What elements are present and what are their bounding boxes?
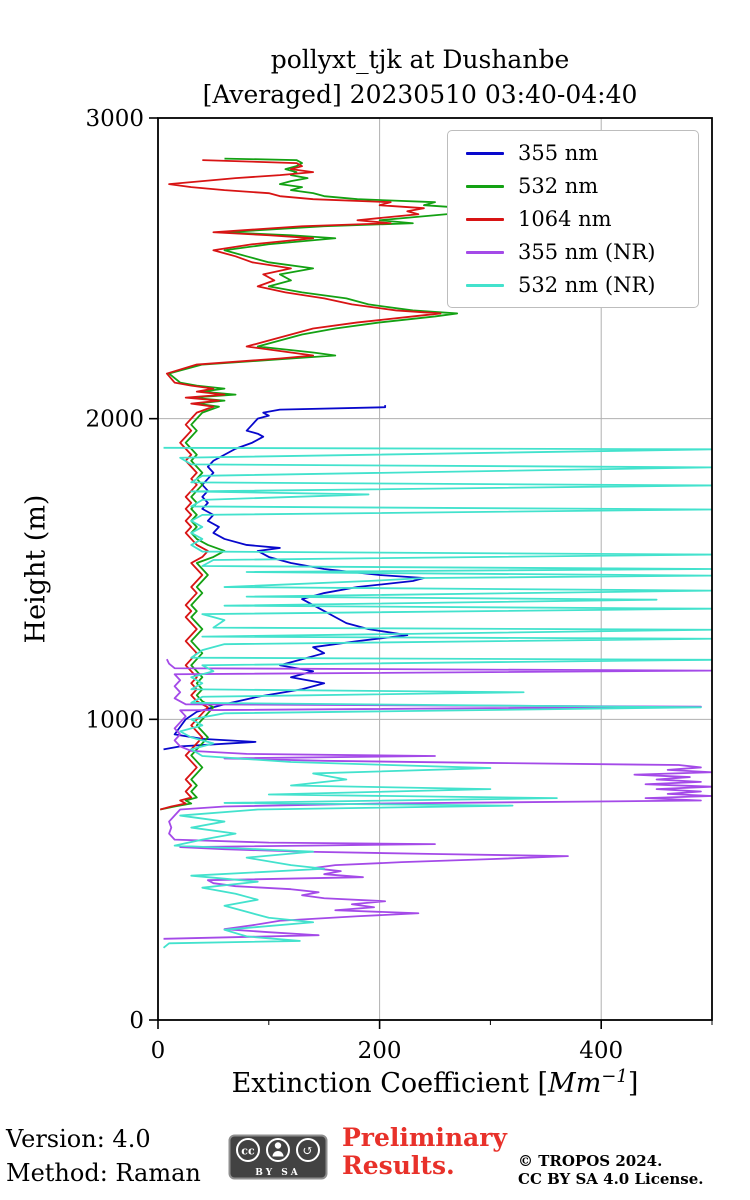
- preliminary-line1: Preliminary: [342, 1123, 507, 1152]
- by-person-icon: [266, 1138, 290, 1162]
- legend-swatch-355-nm-nr: [466, 250, 504, 254]
- legend-swatch-532-nm: [466, 184, 504, 188]
- badge-caption: BY SA: [255, 1168, 301, 1178]
- copyright-line2: CC BY SA 4.0 License.: [518, 1170, 704, 1188]
- chart-title-line1: pollyxt_tjk at Dushanbe: [270, 45, 570, 74]
- legend-swatch-355-nm: [466, 151, 504, 155]
- by-person-body: [272, 1151, 284, 1157]
- cc-icon: [236, 1138, 260, 1162]
- svg-text:3000: 3000: [85, 106, 144, 132]
- legend-label-355-nm-nr: 355 nm (NR): [518, 240, 656, 264]
- svg-text:2000: 2000: [85, 407, 144, 433]
- legend-label-355-nm: 355 nm: [518, 141, 599, 165]
- legend-label-1064-nm: 1064 nm: [518, 207, 612, 231]
- method-text: Method: Raman: [6, 1159, 201, 1187]
- preliminary-note: Preliminary Results.: [342, 1124, 507, 1180]
- footer-info: Version: 4.0 Method: Raman: [6, 1122, 201, 1190]
- badge-background: [228, 1134, 328, 1180]
- svg-text:400: 400: [579, 1038, 623, 1064]
- chart-title-line2: [Averaged] 20230510 03:40-04:40: [202, 80, 638, 109]
- x-axis-label-exponent: −1: [601, 1066, 628, 1087]
- y-axis-label: Height (m): [20, 494, 52, 644]
- legend-item-532-nm-nr: 532 nm (NR): [466, 273, 698, 297]
- svg-text:200: 200: [358, 1038, 402, 1064]
- series-lines: [159, 157, 712, 949]
- x-axis-label: Extinction Coefficient [Mm−1]: [158, 1066, 712, 1099]
- series-line-1064-nm: [159, 159, 442, 811]
- legend-swatch-532-nm-nr: [466, 283, 504, 287]
- legend-label-532-nm-nr: 532 nm (NR): [518, 273, 656, 297]
- svg-text:0: 0: [129, 1008, 144, 1034]
- legend-label-532-nm: 532 nm: [518, 174, 599, 198]
- by-person-head: [274, 1142, 282, 1149]
- series-line-532-nm: [160, 157, 492, 811]
- legend: 355 nm 532 nm 1064 nm 355 nm (NR) 532 nm (NR…: [447, 130, 699, 308]
- svg-text:1000: 1000: [85, 707, 144, 733]
- legend-swatch-1064-nm: [466, 217, 504, 221]
- svg-text:0: 0: [151, 1038, 166, 1064]
- copyright-line1: © TROPOS 2024.: [518, 1152, 663, 1170]
- x-axis-label-prefix: Extinction Coefficient [: [231, 1068, 549, 1099]
- tick-labels: 0 200 400 0 1000 2000 3000: [85, 106, 623, 1064]
- version-text: Version: 4.0: [6, 1125, 151, 1153]
- sa-arrow-icon: [296, 1138, 320, 1162]
- cc-icon-text: cc: [241, 1145, 255, 1158]
- legend-item-532-nm: 532 nm: [466, 174, 698, 198]
- copyright-note: © TROPOS 2024. CC BY SA 4.0 License.: [518, 1152, 704, 1188]
- legend-item-355-nm: 355 nm: [466, 141, 698, 165]
- preliminary-line2: Results.: [342, 1151, 455, 1180]
- legend-item-355-nm-nr: 355 nm (NR): [466, 240, 698, 264]
- sa-arrow-glyph: ↺: [303, 1144, 314, 1159]
- plot-border: [157, 117, 713, 1021]
- axis-ticks: [149, 117, 713, 1029]
- cc-by-sa-badge-icon: cc ↺ BY SA: [228, 1134, 328, 1180]
- chart-title: pollyxt_tjk at Dushanbe [Averaged] 20230…: [120, 42, 720, 112]
- series-line-532-nm-nr: [162, 446, 712, 949]
- legend-item-1064-nm: 1064 nm: [466, 207, 698, 231]
- x-axis-label-unit: Mm: [548, 1068, 602, 1099]
- x-axis-label-suffix: ]: [627, 1068, 639, 1099]
